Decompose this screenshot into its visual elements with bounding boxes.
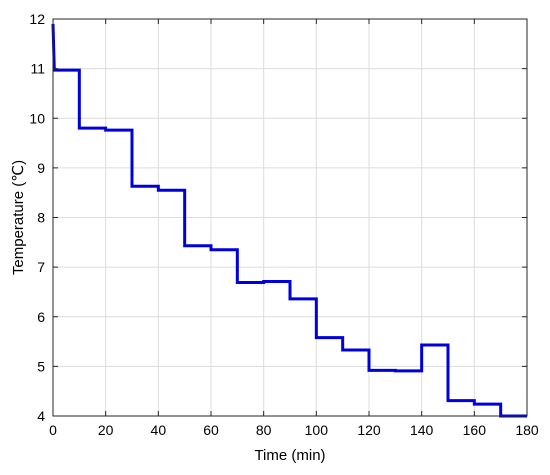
series-line xyxy=(51,23,527,418)
series-layer xyxy=(51,23,527,418)
x-tick-label: 140 xyxy=(410,422,434,438)
y-tick-label: 6 xyxy=(37,309,45,325)
tick-marks xyxy=(52,18,528,417)
y-tick-label: 12 xyxy=(29,11,45,27)
x-tick-label: 0 xyxy=(49,422,57,438)
x-tick-label: 120 xyxy=(357,422,381,438)
y-tick-label: 10 xyxy=(29,110,45,126)
y-tick-label: 7 xyxy=(37,259,45,275)
y-tick-labels: 4 5 6 7 8 9 10 11 12 xyxy=(29,11,45,424)
x-tick-label: 160 xyxy=(463,422,487,438)
x-tick-label: 40 xyxy=(151,422,167,438)
y-axis-label: Temperature (℃) xyxy=(10,160,27,275)
grid-lines xyxy=(53,19,527,416)
x-tick-label: 180 xyxy=(515,422,539,438)
y-tick-label: 11 xyxy=(30,61,45,77)
y-tick-label: 8 xyxy=(37,210,45,226)
x-axis-label: Time (min) xyxy=(254,447,325,464)
x-tick-label: 80 xyxy=(256,422,272,438)
x-tick-label: 20 xyxy=(98,422,114,438)
x-tick-label: 100 xyxy=(305,422,329,438)
y-tick-label: 9 xyxy=(37,160,45,176)
x-tick-labels: 0 20 40 60 80 100 120 140 160 180 xyxy=(49,422,539,438)
x-tick-label: 60 xyxy=(203,422,219,438)
y-tick-label: 5 xyxy=(37,358,45,374)
y-tick-label: 4 xyxy=(37,408,45,424)
